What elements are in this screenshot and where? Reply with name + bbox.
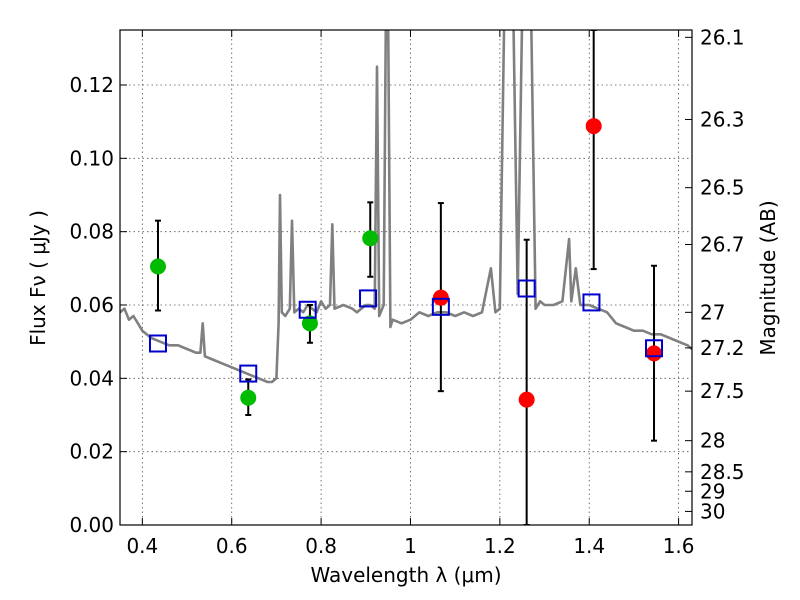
y-axis-label: Flux Fν ( μJy ): [26, 210, 50, 346]
y-tick-label: 0.10: [69, 146, 114, 170]
photometry-square-marker: [239, 364, 258, 383]
model-spectrum: [120, 30, 692, 384]
photometry-square-marker: [645, 339, 664, 358]
flux-data-point: [585, 118, 602, 135]
flux-data-point: [432, 289, 449, 306]
flux-data-point: [301, 315, 318, 332]
right-tick-label: 26.1: [700, 25, 745, 49]
right-tick-label: 26.3: [700, 107, 745, 131]
y-tick-label: 0.12: [69, 73, 114, 97]
y-tick-label: 0.04: [69, 366, 114, 390]
flux-data-point: [518, 391, 535, 408]
data-points: [148, 30, 664, 525]
x-tick-label: 1: [404, 534, 417, 558]
right-tick-label: 26.5: [700, 176, 745, 200]
photometry-square-marker: [298, 300, 317, 319]
right-tick-label: 28: [700, 429, 725, 453]
y-tick-label: 0.00: [69, 513, 114, 537]
right-tick-label: 27.2: [700, 336, 745, 360]
x-tick-label: 1.6: [663, 534, 695, 558]
y-tick-label: 0.06: [69, 293, 114, 317]
flux-data-point: [149, 258, 166, 275]
x-tick-label: 1.4: [573, 534, 605, 558]
photometry-square-marker: [582, 293, 601, 312]
right-tick-label: 28.5: [700, 460, 745, 484]
photometry-square-marker: [359, 289, 378, 308]
y-tick-label: 0.08: [69, 220, 114, 244]
photometry-square-marker: [148, 334, 167, 353]
x-tick-label: 0.6: [216, 534, 248, 558]
x-tick-label: 0.4: [126, 534, 158, 558]
grid-lines: [120, 30, 692, 526]
x-tick-label: 1.2: [484, 534, 516, 558]
flux-data-point: [362, 230, 379, 247]
y-axis-right-label: Magnitude (AB): [756, 200, 780, 355]
flux-data-point: [240, 389, 257, 406]
flux-data-point: [646, 345, 663, 362]
plot-frame: [119, 29, 693, 526]
right-tick-label: 27: [700, 300, 725, 324]
y-tick-label: 0.02: [69, 440, 114, 464]
photometry-square-marker: [517, 279, 536, 298]
right-tick-label: 30: [700, 499, 725, 523]
model-spectrum-line: [120, 30, 692, 384]
x-tick-label: 0.8: [305, 534, 337, 558]
photometry-square-marker: [431, 297, 450, 316]
right-tick-label: 29: [700, 479, 725, 503]
right-tick-label: 27.5: [700, 379, 745, 403]
x-axis-label: Wavelength λ (μm): [310, 563, 501, 587]
right-tick-label: 26.7: [700, 233, 745, 257]
axis-ticks: 0.4 0.6 0.8 1 1.2 1.4 1.6 0.00 0.02 0.04 0.06 0.08 0…: [69, 25, 744, 558]
